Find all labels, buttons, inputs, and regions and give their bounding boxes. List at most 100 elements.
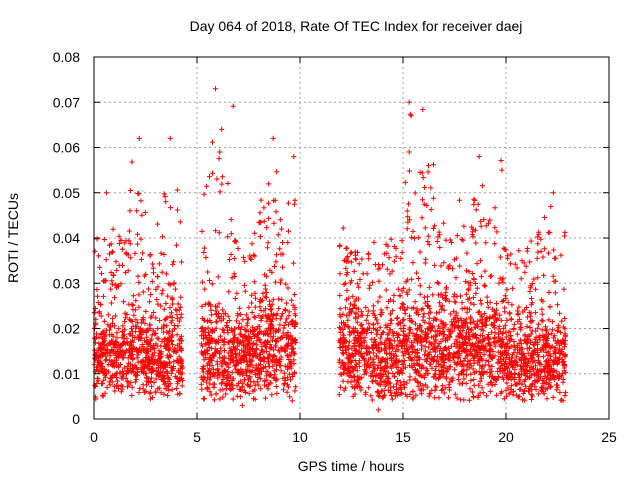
data-point: [242, 327, 248, 333]
data-point: [118, 237, 124, 244]
data-point: [118, 281, 124, 287]
data-point: [92, 347, 98, 353]
data-point: [167, 334, 173, 340]
data-point: [142, 364, 148, 371]
data-point: [173, 242, 180, 248]
data-point: [153, 286, 159, 292]
data-point: [95, 299, 101, 306]
data-point: [105, 312, 111, 318]
data-point: [118, 389, 124, 395]
data-point: [207, 355, 213, 361]
data-point: [167, 345, 173, 351]
data-point: [199, 228, 205, 234]
data-point: [143, 388, 149, 394]
data-point: [217, 333, 223, 339]
data-point: [211, 381, 217, 387]
data-point: [252, 230, 258, 236]
data-point: [130, 356, 136, 362]
data-point: [205, 360, 211, 366]
data-point: [121, 339, 127, 345]
data-point: [117, 370, 123, 376]
data-point: [96, 359, 102, 365]
data-point: [138, 198, 144, 204]
data-point: [173, 349, 179, 355]
data-point: [250, 388, 256, 394]
data-point: [133, 298, 139, 304]
data-point: [132, 379, 138, 385]
data-point: [94, 287, 100, 293]
data-point: [209, 170, 216, 176]
data-point: [208, 307, 214, 313]
data-point: [201, 249, 207, 256]
data-point: [151, 346, 157, 352]
data-point: [136, 304, 142, 310]
data-point: [160, 287, 166, 293]
data-point: [105, 322, 111, 328]
data-point: [240, 338, 246, 344]
data-point: [136, 325, 142, 331]
data-point: [123, 315, 129, 321]
data-point: [134, 231, 141, 237]
data-point: [147, 253, 153, 259]
data-point: [171, 359, 177, 365]
data-point: [142, 209, 148, 216]
data-point: [153, 330, 159, 336]
data-point: [143, 271, 149, 277]
data-point: [208, 345, 214, 351]
data-point: [216, 351, 223, 357]
data-point: [161, 391, 167, 397]
data-point: [133, 317, 139, 323]
data-point: [221, 339, 227, 345]
data-point: [235, 246, 241, 252]
y-tick-label: 0.05: [53, 185, 80, 201]
data-point: [113, 354, 119, 361]
data-point: [131, 312, 137, 318]
data-point: [223, 391, 229, 397]
data-point: [238, 356, 244, 363]
data-point: [150, 265, 156, 271]
data-point: [200, 376, 206, 382]
data-point: [166, 281, 172, 287]
data-point: [213, 319, 219, 325]
data-point: [240, 317, 246, 323]
data-point: [103, 332, 109, 338]
data-point: [229, 369, 235, 375]
data-point: [153, 389, 159, 395]
data-point: [113, 342, 119, 348]
data-point: [202, 329, 208, 335]
data-point: [200, 365, 207, 371]
data-point: [148, 375, 155, 381]
data-point: [108, 324, 114, 330]
data-point: [221, 370, 227, 376]
data-point: [166, 330, 172, 336]
data-point: [203, 355, 209, 361]
x-tick-label: 15: [395, 429, 411, 445]
data-point: [100, 370, 107, 376]
data-point: [155, 371, 161, 377]
data-point: [92, 248, 98, 254]
data-point: [135, 190, 141, 197]
data-point: [237, 386, 244, 393]
data-point: [168, 370, 174, 376]
data-point: [110, 281, 116, 287]
data-point: [161, 306, 167, 312]
data-point: [165, 293, 171, 299]
data-point: [147, 396, 153, 402]
data-point: [174, 342, 180, 348]
y-tick-label: 0.01: [53, 366, 80, 382]
data-point: [159, 269, 165, 275]
data-point: [208, 392, 214, 398]
data-point: [227, 360, 233, 366]
data-point: [111, 383, 117, 389]
y-tick-label: 0.02: [53, 321, 80, 337]
data-point: [125, 369, 131, 375]
data-point: [228, 350, 234, 356]
data-point: [205, 325, 211, 331]
data-point: [142, 320, 148, 326]
data-point: [102, 390, 108, 396]
data-point: [178, 338, 185, 344]
data-point: [215, 348, 221, 354]
data-point: [235, 325, 242, 331]
data-point: [111, 272, 117, 278]
data-point: [103, 353, 109, 359]
